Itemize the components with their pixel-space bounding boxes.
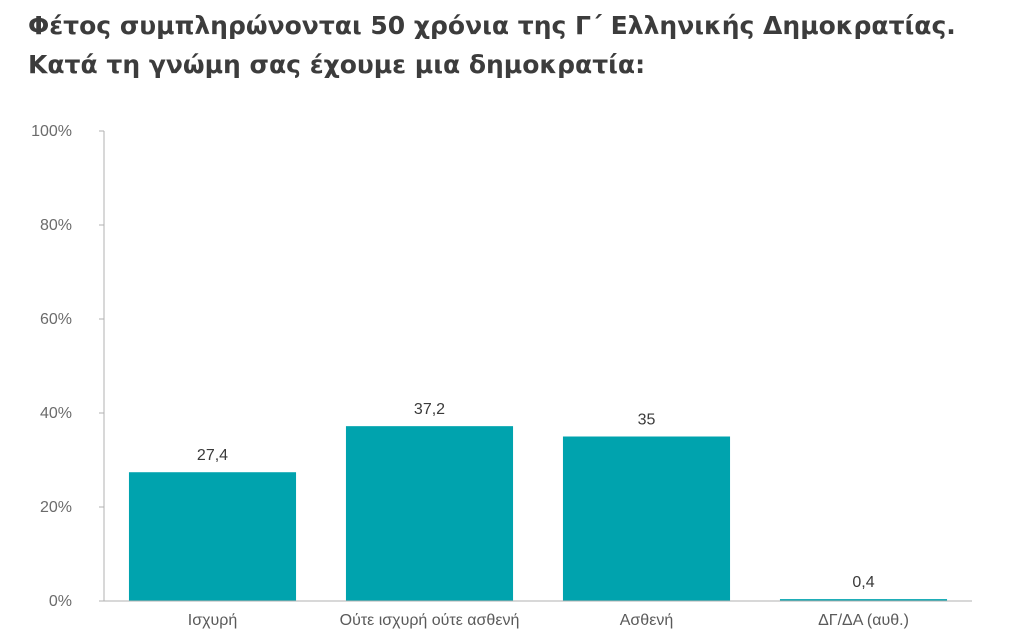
data-label-2: 37,2	[414, 401, 445, 418]
y-tick-label-0: 0%	[49, 593, 72, 610]
bar-1	[128, 472, 297, 601]
chart-title-line-1: Φέτος συμπληρώνονται 50 χρόνια της Γ΄ Ελ…	[28, 11, 956, 40]
y-tick-label-100: 100%	[31, 123, 72, 140]
chart-title: Φέτος συμπληρώνονται 50 χρόνια της Γ΄ Ελ…	[28, 6, 1008, 84]
bar-4	[779, 599, 948, 601]
data-label-1: 27,4	[197, 447, 228, 464]
y-tick-label-40: 40%	[40, 405, 72, 422]
y-tick-label-20: 20%	[40, 499, 72, 516]
chart-title-line-2: Κατά τη γνώμη σας έχουμε μια δημοκρατία:	[28, 50, 646, 79]
data-label-3: 35	[638, 412, 656, 429]
category-label-2: Ούτε ισχυρή ούτε ασθενή	[340, 612, 520, 629]
category-label-3: Ασθενή	[620, 612, 673, 629]
category-label-4: ΔΓ/ΔΑ (αυθ.)	[818, 612, 909, 629]
y-tick-label-80: 80%	[40, 217, 72, 234]
data-label-4: 0,4	[852, 574, 874, 591]
bar-3	[562, 436, 731, 601]
category-label-1: Ισχυρή	[188, 612, 237, 629]
bar-2	[345, 426, 514, 601]
y-tick-label-60: 60%	[40, 311, 72, 328]
